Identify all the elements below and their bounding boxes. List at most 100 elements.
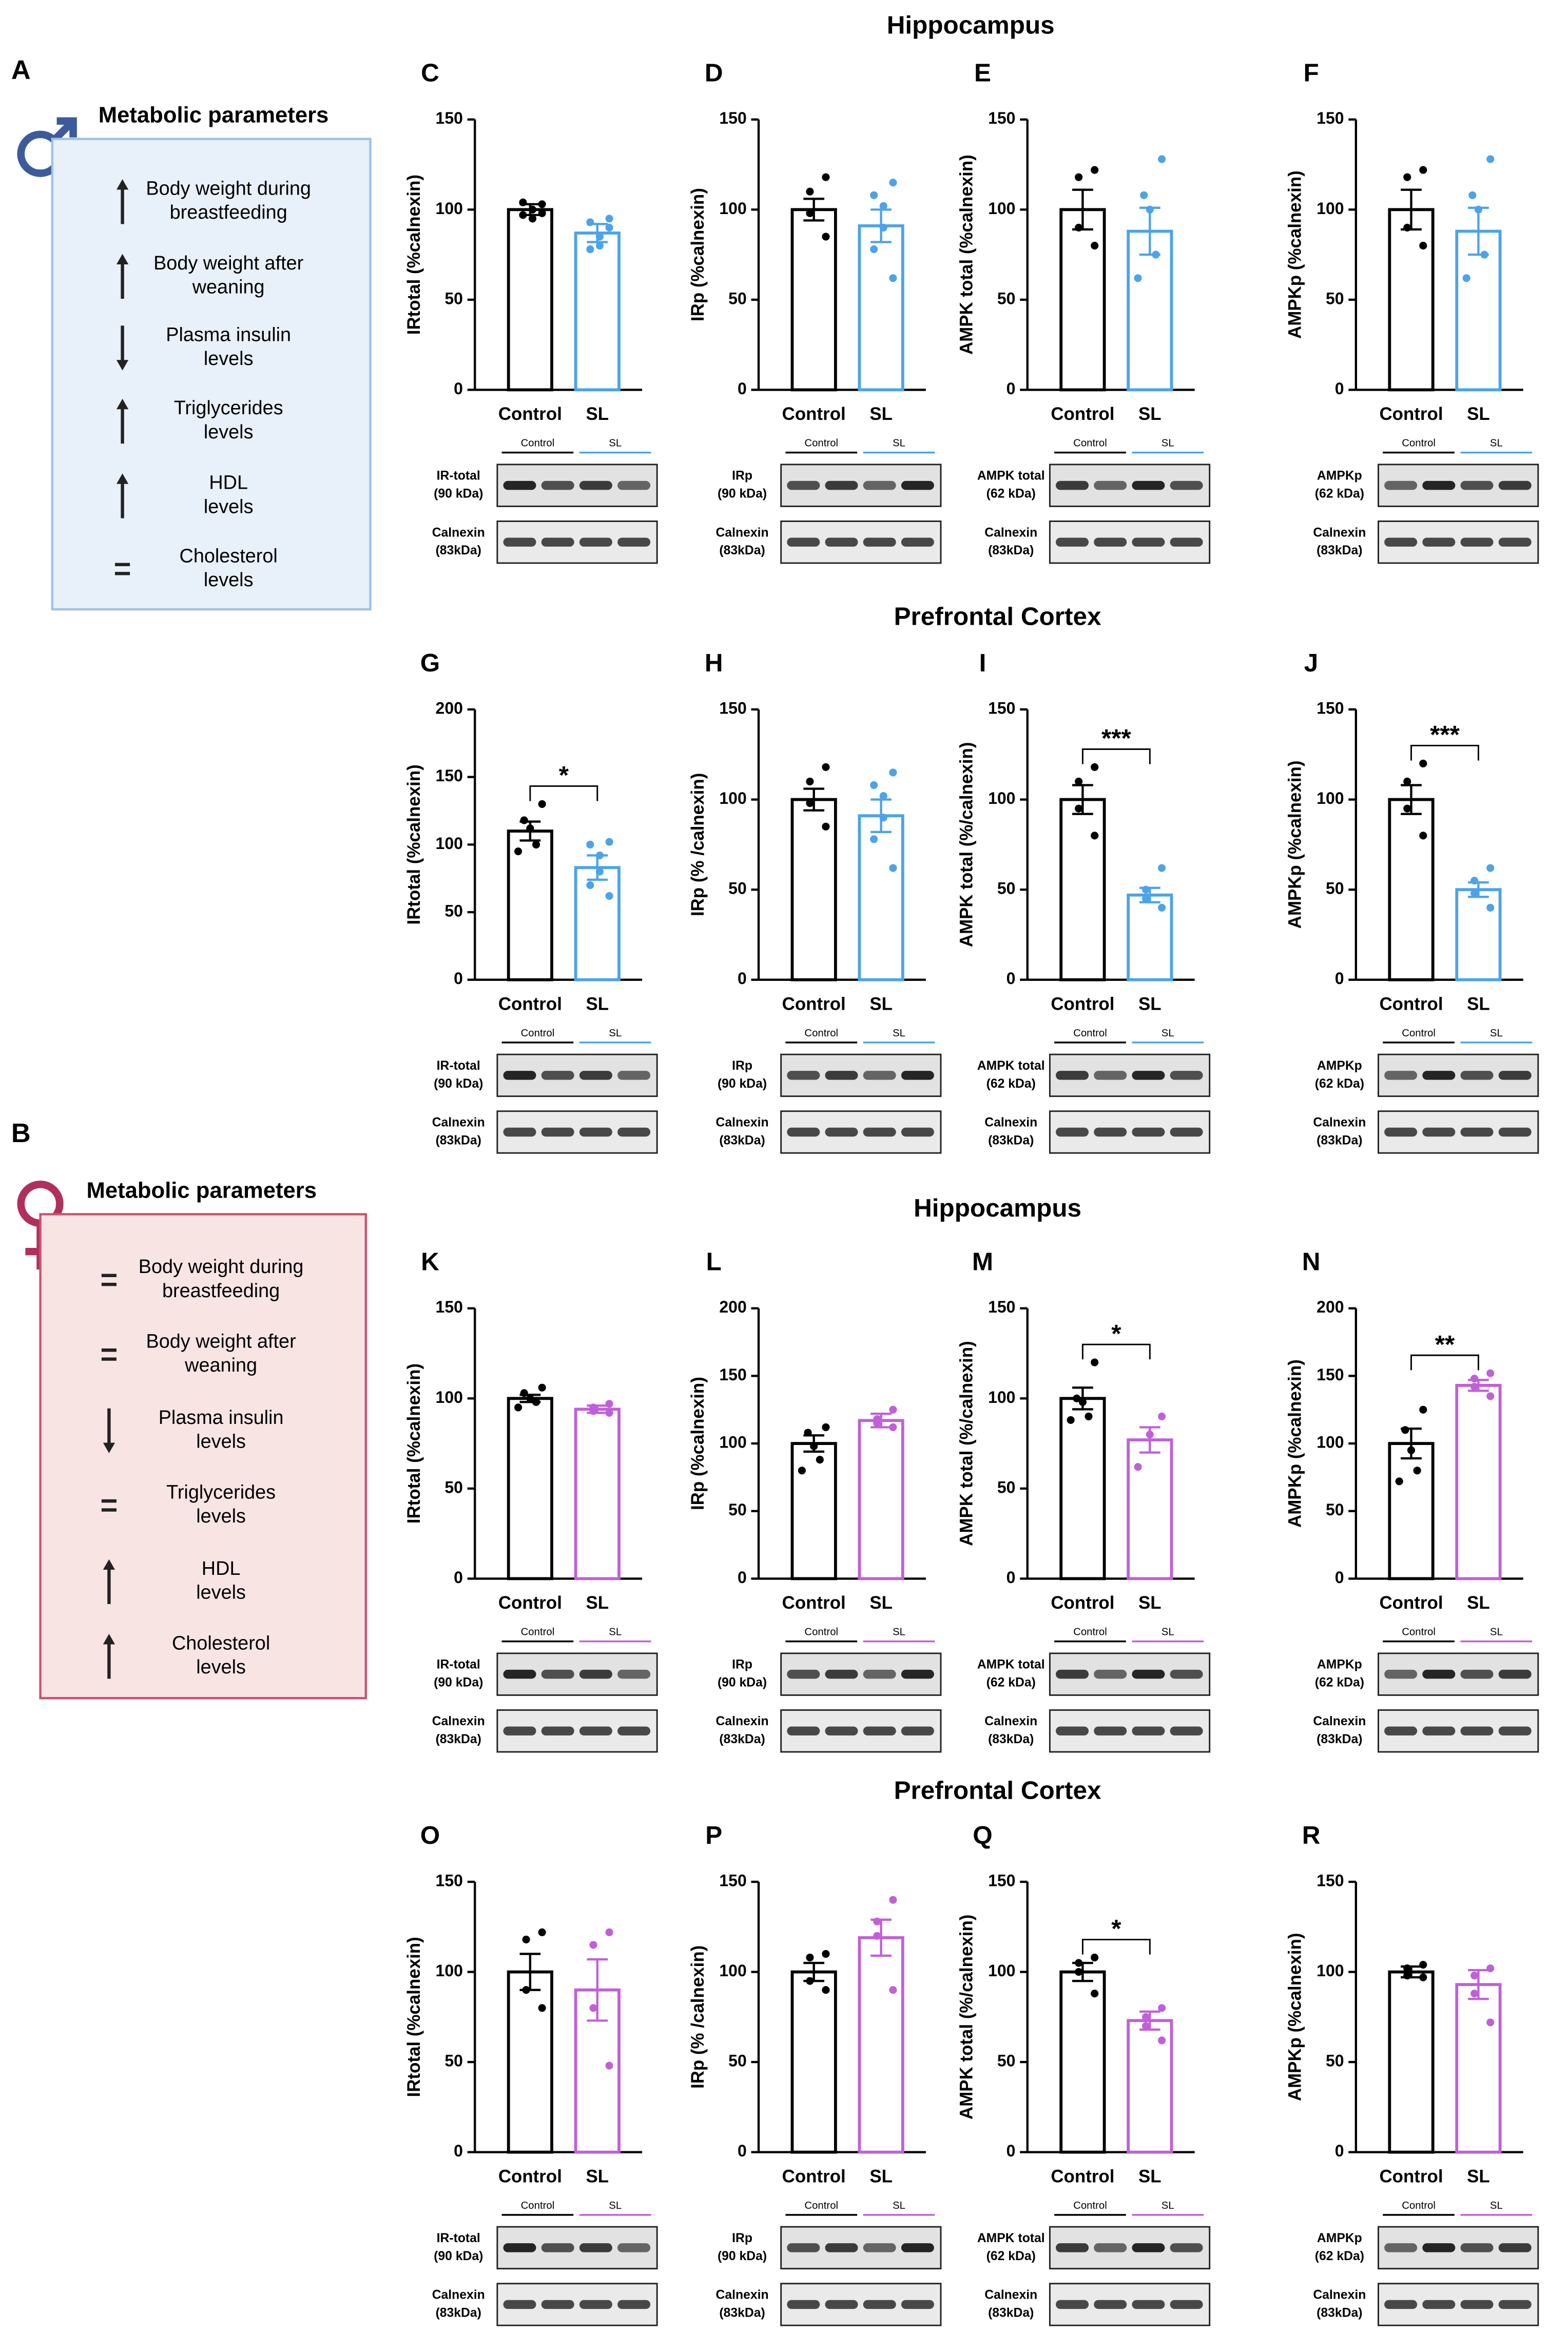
data-point	[806, 209, 814, 217]
significance-label: *	[1111, 1915, 1121, 1943]
y-tick-label: 0	[454, 379, 463, 398]
data-point	[1134, 274, 1142, 282]
data-point	[1470, 1375, 1479, 1383]
blot-label: (62 kDa)	[1315, 2249, 1364, 2263]
blot-band	[1094, 1726, 1127, 1736]
blot-group-label: Control	[521, 1627, 555, 1638]
data-point	[1403, 804, 1411, 813]
parameter-label: levels	[204, 421, 254, 443]
bar	[1455, 888, 1502, 981]
data-point	[1419, 1405, 1427, 1414]
blot-band	[1056, 480, 1089, 490]
data-point	[889, 1423, 897, 1432]
section-title: Hippocampus	[914, 1194, 1081, 1222]
y-axis-label: AMPK total (%/calnexin)	[957, 742, 977, 948]
bar	[507, 208, 553, 392]
blot-band	[1384, 2300, 1418, 2309]
data-point	[798, 1467, 806, 1475]
y-tick-label: 50	[444, 289, 463, 307]
blot-band	[787, 1726, 820, 1736]
data-point	[1091, 1990, 1099, 1998]
blot-label: Calnexin	[716, 2288, 769, 2302]
data-point	[526, 1394, 534, 1402]
blot-label: Calnexin	[432, 526, 485, 539]
blot-band	[503, 480, 536, 490]
data-point	[1073, 1394, 1081, 1402]
data-point	[538, 800, 546, 808]
data-point	[1085, 1412, 1093, 1420]
data-point	[1091, 241, 1099, 250]
blot-label: IRp	[732, 1059, 752, 1073]
y-tick-label: 100	[1317, 199, 1344, 218]
blot-label: (83kDa)	[988, 544, 1034, 557]
blot-band	[1132, 537, 1165, 547]
significance-label: **	[1435, 1331, 1455, 1359]
y-axis-label: IRp (%calnexin)	[688, 1377, 708, 1510]
blot-label: (83kDa)	[988, 1732, 1034, 1746]
blot-band	[901, 1127, 934, 1137]
parameter-label: levels	[196, 1431, 246, 1453]
bar	[1127, 229, 1173, 392]
y-tick-label: 50	[1326, 879, 1344, 898]
y-tick-label: 100	[719, 1961, 746, 1980]
y-axis-label: IRp (%calnexin)	[688, 188, 708, 321]
blot-band	[579, 1726, 612, 1736]
blot-band	[1460, 1071, 1494, 1080]
y-tick-label: 150	[988, 699, 1015, 718]
blot-band	[825, 1669, 858, 1679]
significance-bracket	[529, 785, 598, 801]
data-point	[1142, 895, 1150, 903]
blot-band	[863, 1669, 896, 1679]
data-point	[1403, 1972, 1411, 1980]
blot-band	[1056, 1726, 1089, 1736]
x-tick-label: SL	[586, 2166, 609, 2186]
y-axis-label: AMPKp (%calnexin)	[1285, 1359, 1305, 1528]
data-point	[1419, 166, 1427, 174]
data-point	[528, 205, 537, 214]
blot-group-label: SL	[609, 2200, 622, 2211]
blot-band	[1384, 1726, 1418, 1736]
y-tick-label: 100	[988, 1388, 1015, 1406]
blot-band	[503, 537, 536, 547]
data-point	[1091, 1358, 1099, 1366]
data-point	[822, 822, 830, 831]
blot-band	[579, 480, 612, 490]
blot-label: Calnexin	[1313, 1116, 1366, 1130]
bar	[574, 232, 621, 392]
blot-label: (62 kDa)	[1315, 1077, 1364, 1091]
blot-label: (83kDa)	[988, 2306, 1034, 2320]
data-point	[538, 2004, 546, 2012]
blot-band	[1056, 1127, 1089, 1137]
parameter-label: levels	[204, 348, 254, 370]
parameter-label: Cholesterol	[172, 1632, 270, 1654]
data-point	[595, 233, 604, 241]
data-point	[873, 1932, 881, 1940]
blot-band	[1056, 1071, 1089, 1080]
blot-label: (83kDa)	[1317, 1732, 1362, 1746]
y-tick-label: 100	[719, 1433, 746, 1452]
blot-band	[1170, 1726, 1203, 1736]
data-point	[1401, 1426, 1409, 1434]
blot-band	[863, 2243, 896, 2252]
y-axis-label: IRtotal (%calnexin)	[404, 764, 424, 924]
bar	[1127, 1438, 1173, 1580]
data-point	[1486, 1392, 1495, 1400]
blot-band	[503, 2243, 536, 2252]
bar	[858, 814, 904, 981]
blot-group-label: Control	[521, 438, 555, 449]
blot-band	[1170, 537, 1203, 547]
blot-group-label: SL	[1490, 438, 1503, 449]
parameter-label: breastfeeding	[170, 202, 287, 223]
y-tick-label: 0	[1006, 1568, 1016, 1587]
blot-band	[787, 480, 820, 490]
blot-band	[901, 2243, 934, 2252]
trend-arrowhead	[116, 398, 129, 410]
panel-letter: B	[11, 1119, 31, 1148]
blot-band	[617, 537, 651, 547]
blot-band	[579, 537, 612, 547]
data-point	[1152, 250, 1160, 259]
blot-band	[617, 2300, 651, 2309]
blot-label: (90 kDa)	[718, 1077, 767, 1091]
data-point	[1403, 1964, 1411, 1973]
x-tick-label: SL	[1467, 994, 1490, 1014]
